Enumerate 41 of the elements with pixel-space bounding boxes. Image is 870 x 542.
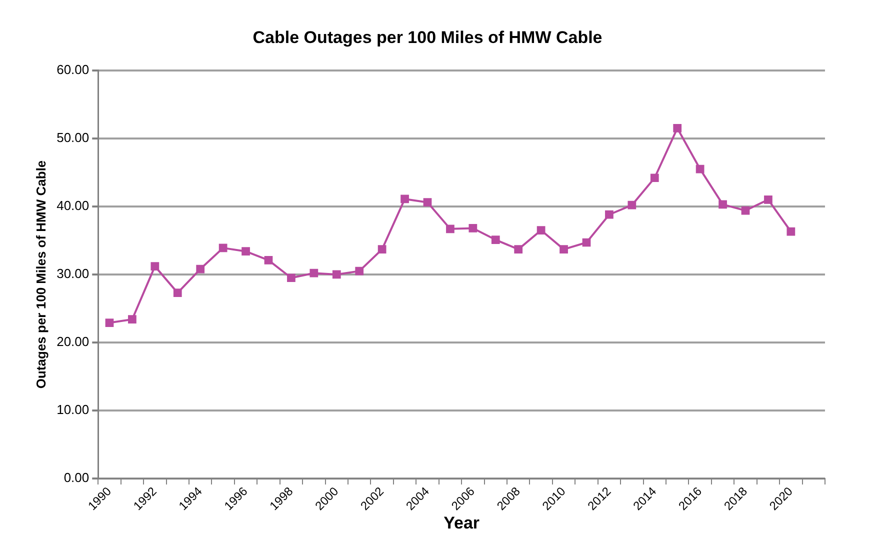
y-tick-label: 30.00 [56,266,90,282]
point [128,315,136,324]
point [514,245,523,254]
point [764,195,772,204]
point [560,245,568,254]
point [173,288,182,298]
y-tick-label: 10.00 [56,402,90,418]
x-axis-title: Year [444,513,480,532]
point [287,274,296,282]
point [673,124,682,132]
point [582,238,591,247]
point [105,318,114,327]
point [378,245,386,254]
point [650,174,659,182]
y-tick-label: 40.00 [56,198,90,214]
point [264,256,273,264]
point [355,266,364,276]
point [741,206,750,215]
point [196,264,205,274]
point [628,200,636,210]
point [536,226,546,234]
y-tick-label: 60.00 [56,62,90,77]
point [605,210,614,219]
point [310,268,318,278]
y-axis-title: Outages per 100 Miles of HMW Cable [33,160,48,389]
point [491,236,500,244]
y-tick-label: 50.00 [56,130,90,145]
point [400,194,409,204]
point [446,224,454,234]
point [242,247,250,256]
chart-title: Cable Outages per 100 Miles of HMW Cable [252,28,602,47]
point [218,244,228,252]
y-tick-label: 0.00 [64,470,90,486]
point [786,227,796,236]
y-tick-label: 20.00 [56,334,90,350]
point [718,200,727,209]
point [423,198,432,207]
point [332,270,341,279]
point [468,224,478,232]
point [150,262,160,270]
point [696,164,704,174]
